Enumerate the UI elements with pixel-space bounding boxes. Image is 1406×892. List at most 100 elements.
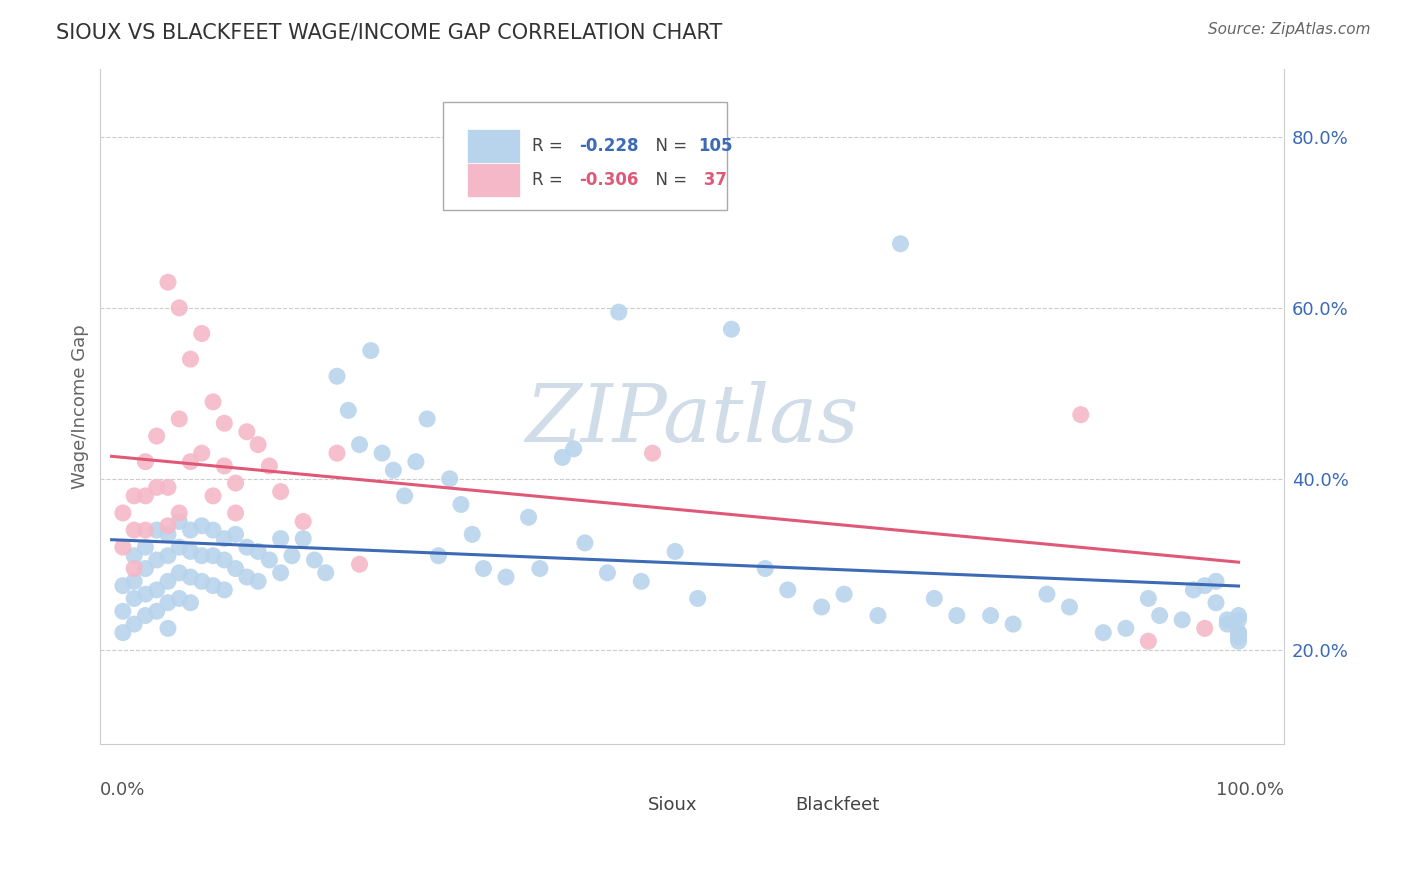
Point (134, 561, 156, 575)
Point (122, 489, 145, 503)
Point (337, 403, 360, 417)
Point (349, 558, 371, 572)
Point (630, 574, 652, 589)
Point (427, 549, 450, 563)
Point (1227, 625, 1250, 640)
Point (832, 587, 855, 601)
Point (315, 566, 337, 580)
Point (191, 446, 214, 460)
Text: ZIPatlas: ZIPatlas (526, 381, 859, 458)
Point (304, 553, 326, 567)
Text: Blackfeet: Blackfeet (796, 796, 880, 814)
Point (156, 480, 179, 494)
Point (1227, 630, 1250, 644)
Point (360, 343, 382, 358)
Point (946, 608, 969, 623)
Point (122, 591, 145, 606)
Point (461, 527, 484, 541)
Point (191, 518, 214, 533)
Point (156, 275, 179, 289)
Point (641, 446, 664, 460)
Point (202, 395, 225, 409)
Point (156, 596, 179, 610)
Point (191, 326, 214, 341)
Text: 37: 37 (697, 171, 727, 189)
Point (259, 553, 281, 567)
Point (450, 497, 472, 511)
Point (179, 596, 201, 610)
Text: 105: 105 (697, 137, 733, 155)
Point (1194, 579, 1216, 593)
Point (134, 587, 156, 601)
FancyBboxPatch shape (621, 799, 636, 811)
Point (1205, 596, 1227, 610)
Point (145, 523, 167, 537)
Point (405, 455, 427, 469)
Point (472, 561, 495, 575)
Point (214, 582, 236, 597)
Point (214, 416, 236, 430)
Point (134, 489, 156, 503)
Point (122, 523, 145, 537)
FancyBboxPatch shape (467, 163, 520, 197)
Point (134, 455, 156, 469)
Point (1059, 599, 1081, 614)
Point (236, 540, 259, 554)
Point (134, 523, 156, 537)
Point (382, 463, 405, 477)
FancyBboxPatch shape (467, 129, 520, 163)
Point (686, 591, 709, 606)
Point (202, 523, 225, 537)
Point (1036, 587, 1059, 601)
Point (214, 458, 236, 473)
Text: 0.0%: 0.0% (100, 780, 146, 799)
Point (1227, 625, 1250, 640)
Point (551, 450, 574, 465)
Point (179, 455, 201, 469)
Point (122, 549, 145, 563)
Point (517, 510, 540, 524)
Point (156, 549, 179, 563)
Point (1171, 613, 1194, 627)
Point (179, 544, 201, 558)
Point (1194, 621, 1216, 635)
Text: R =: R = (533, 171, 568, 189)
Point (1216, 617, 1239, 632)
Point (922, 591, 945, 606)
Point (270, 484, 292, 499)
Point (202, 579, 225, 593)
Point (167, 412, 190, 426)
Point (810, 599, 832, 614)
Point (145, 480, 167, 494)
Point (156, 527, 179, 541)
Point (495, 570, 517, 584)
Text: SIOUX VS BLACKFEET WAGE/INCOME GAP CORRELATION CHART: SIOUX VS BLACKFEET WAGE/INCOME GAP CORRE… (56, 22, 723, 42)
Point (111, 506, 134, 520)
Point (225, 476, 247, 491)
Point (145, 553, 167, 567)
Point (179, 570, 201, 584)
Point (236, 570, 259, 584)
Point (111, 579, 134, 593)
Point (134, 540, 156, 554)
Text: N =: N = (644, 137, 692, 155)
Point (156, 574, 179, 589)
Point (1182, 582, 1205, 597)
Point (202, 549, 225, 563)
Point (574, 536, 596, 550)
Point (214, 532, 236, 546)
Point (607, 305, 630, 319)
Point (529, 561, 551, 575)
Point (281, 549, 304, 563)
Point (122, 574, 145, 589)
Point (664, 544, 686, 558)
Point (1205, 574, 1227, 589)
Point (394, 489, 416, 503)
Point (889, 236, 911, 251)
Point (247, 544, 270, 558)
Point (1115, 621, 1137, 635)
Point (270, 532, 292, 546)
Point (225, 506, 247, 520)
Point (202, 489, 225, 503)
Point (145, 604, 167, 618)
